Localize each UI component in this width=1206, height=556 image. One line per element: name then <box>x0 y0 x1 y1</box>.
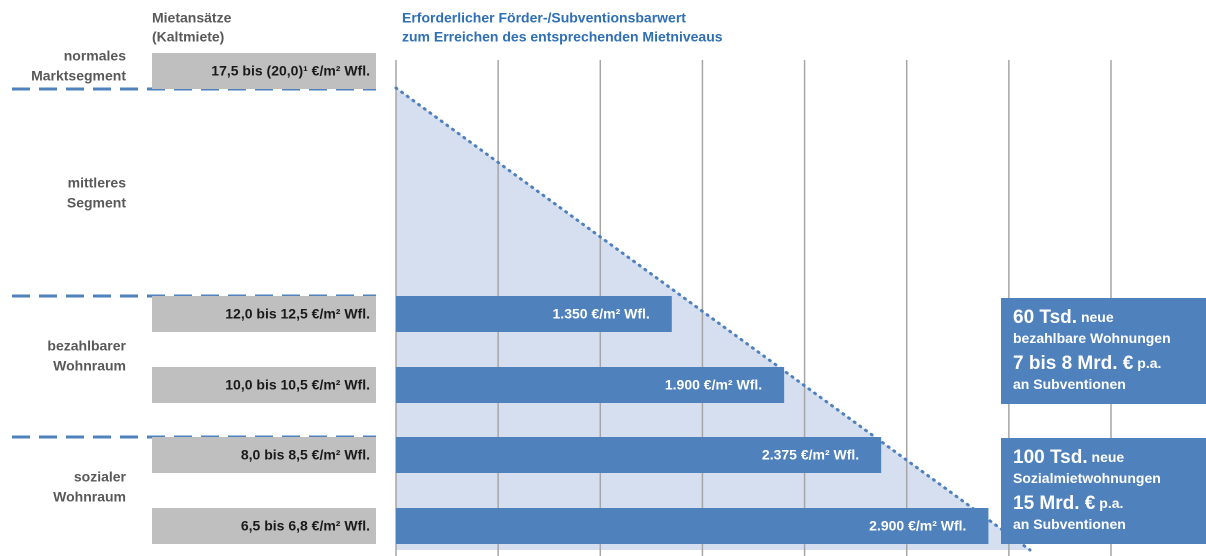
annotation-part: Sozialmietwohnungen <box>1013 470 1161 486</box>
annotation-text: 100 Tsd. neue <box>1013 447 1124 468</box>
category-label: 10,0 bis 10,5 €/m² Wfl. <box>225 377 370 393</box>
segment-label: Wohnraum <box>53 489 126 505</box>
bar <box>396 508 989 544</box>
annotation-part: an Subventionen <box>1013 376 1126 392</box>
annotation-part: neue <box>1077 309 1114 325</box>
bar <box>396 367 785 403</box>
annotation-part: 60 Tsd. <box>1013 307 1077 328</box>
annotation-part: p.a. <box>1133 355 1161 371</box>
category-box <box>152 296 376 332</box>
annotation-part: neue <box>1088 449 1125 465</box>
annotation-text: bezahlbare Wohnungen <box>1013 330 1171 346</box>
category-box <box>152 367 376 403</box>
chart-title: zum Erreichen des entsprechenden Mietniv… <box>402 29 723 45</box>
category-label: 8,0 bis 8,5 €/m² Wfl. <box>241 447 370 463</box>
annotation-text: 7 bis 8 Mrd. € p.a. <box>1013 353 1161 374</box>
category-label: 17,5 bis (20,0)¹ €/m² Wfl. <box>211 63 370 79</box>
column-header: Mietansätze <box>152 10 232 26</box>
value-label: 2.900 €/m² Wfl. <box>869 518 966 534</box>
category-label: 12,0 bis 12,5 €/m² Wfl. <box>225 306 370 322</box>
bar <box>396 437 882 473</box>
annotation-text: an Subventionen <box>1013 516 1126 532</box>
category-box <box>152 508 376 544</box>
annotation-text: 15 Mrd. € p.a. <box>1013 493 1123 514</box>
bar <box>396 296 672 332</box>
annotation-text: Sozialmietwohnungen <box>1013 470 1161 486</box>
column-header: (Kaltmiete) <box>152 29 224 45</box>
segment-label: mittleres <box>68 175 127 191</box>
segment-label: sozialer <box>74 469 127 485</box>
annotation-part: 100 Tsd. <box>1013 447 1088 468</box>
segment-label: bezahlbarer <box>47 338 126 354</box>
segment-label: Wohnraum <box>53 358 126 374</box>
annotation-part: 15 Mrd. € <box>1013 493 1096 514</box>
segment-label: normales <box>64 48 126 64</box>
value-label: 1.900 €/m² Wfl. <box>665 377 762 393</box>
annotation-text: an Subventionen <box>1013 376 1126 392</box>
trend-line <box>394 86 1032 552</box>
annotation-box <box>1001 298 1206 404</box>
segment-label: Marktsegment <box>31 68 126 84</box>
segment-label: Segment <box>67 195 126 211</box>
value-label: 1.350 €/m² Wfl. <box>553 306 650 322</box>
annotation-box <box>1001 438 1206 544</box>
annotation-part: p.a. <box>1095 495 1123 511</box>
annotation-part: bezahlbare Wohnungen <box>1013 330 1171 346</box>
annotation-part: 7 bis 8 Mrd. € <box>1013 353 1134 374</box>
category-box <box>152 53 376 89</box>
category-label: 6,5 bis 6,8 €/m² Wfl. <box>241 518 370 534</box>
value-label: 2.375 €/m² Wfl. <box>762 447 859 463</box>
annotation-part: an Subventionen <box>1013 516 1126 532</box>
category-box <box>152 437 376 473</box>
chart-title: Erforderlicher Förder-/Subventionsbarwer… <box>402 10 686 26</box>
annotation-text: 60 Tsd. neue <box>1013 307 1114 328</box>
